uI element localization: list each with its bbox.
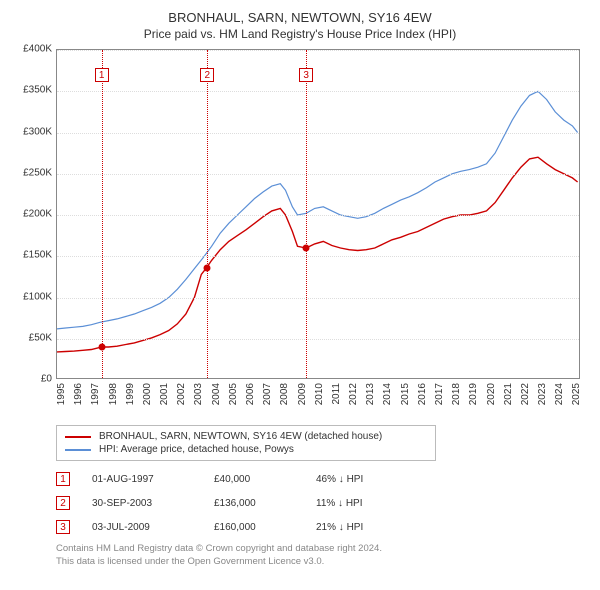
x-tick-label: 1997 (90, 383, 101, 405)
x-tick-label: 2007 (262, 383, 273, 405)
y-tick-label: £400K (23, 44, 52, 55)
x-tick-label: 1999 (125, 383, 136, 405)
sale-marker (98, 344, 105, 351)
x-tick-label: 1998 (108, 383, 119, 405)
x-tick-label: 2001 (159, 383, 170, 405)
event-vline (306, 50, 307, 378)
chart-title: BRONHAUL, SARN, NEWTOWN, SY16 4EW (14, 10, 586, 25)
transaction-date: 01-AUG-1997 (92, 474, 192, 485)
y-tick-label: £350K (23, 85, 52, 96)
x-tick-label: 2008 (279, 383, 290, 405)
y-tick-label: £100K (23, 291, 52, 302)
event-pin: 1 (95, 68, 109, 82)
legend-label: BRONHAUL, SARN, NEWTOWN, SY16 4EW (detac… (99, 431, 382, 442)
x-tick-label: 2004 (211, 383, 222, 405)
x-tick-label: 2015 (400, 383, 411, 405)
x-tick-label: 1995 (56, 383, 67, 405)
gridline (57, 298, 579, 299)
x-tick-label: 2020 (486, 383, 497, 405)
y-tick-label: £250K (23, 167, 52, 178)
event-vline (102, 50, 103, 378)
x-tick-label: 2024 (554, 383, 565, 405)
transactions-table: 1 01-AUG-1997 £40,000 46% ↓ HPI 2 30-SEP-2003… (56, 467, 586, 539)
x-tick-label: 2003 (193, 383, 204, 405)
legend-row: BRONHAUL, SARN, NEWTOWN, SY16 4EW (detac… (65, 430, 427, 443)
event-pin: 3 (299, 68, 313, 82)
plot-area: 1 2 3 (56, 49, 580, 379)
x-tick-label: 2012 (348, 383, 359, 405)
x-tick-label: 2016 (417, 383, 428, 405)
transaction-date: 03-JUL-2009 (92, 522, 192, 533)
x-tick-label: 2011 (331, 383, 342, 405)
x-tick-label: 2017 (434, 383, 445, 405)
footer-line-2: This data is licensed under the Open Gov… (56, 556, 586, 569)
chart-subtitle: Price paid vs. HM Land Registry's House … (14, 27, 586, 41)
series-line-property (57, 157, 578, 352)
transaction-price: £40,000 (214, 474, 294, 485)
y-tick-label: £300K (23, 126, 52, 137)
gridline (57, 50, 579, 51)
transaction-price: £160,000 (214, 522, 294, 533)
transaction-delta: 21% ↓ HPI (316, 522, 363, 533)
gridline (57, 215, 579, 216)
x-tick-label: 2018 (451, 383, 462, 405)
footer-line-1: Contains HM Land Registry data © Crown c… (56, 543, 586, 556)
y-tick-label: £0 (41, 374, 52, 385)
x-tick-label: 2009 (297, 383, 308, 405)
legend-row: HPI: Average price, detached house, Powy… (65, 443, 427, 456)
gridline (57, 339, 579, 340)
legend-label: HPI: Average price, detached house, Powy… (99, 444, 294, 455)
x-tick-label: 2005 (228, 383, 239, 405)
transaction-pin: 2 (56, 496, 70, 510)
x-tick-label: 2013 (365, 383, 376, 405)
x-tick-label: 2010 (314, 383, 325, 405)
x-tick-label: 2014 (382, 383, 393, 405)
event-vline (207, 50, 208, 378)
transaction-delta: 11% ↓ HPI (316, 498, 363, 509)
footer: Contains HM Land Registry data © Crown c… (56, 543, 586, 569)
transaction-pin: 3 (56, 520, 70, 534)
transaction-delta: 46% ↓ HPI (316, 474, 363, 485)
x-tick-label: 2023 (537, 383, 548, 405)
transaction-price: £136,000 (214, 498, 294, 509)
gridline (57, 133, 579, 134)
event-pin: 2 (200, 68, 214, 82)
transaction-row: 1 01-AUG-1997 £40,000 46% ↓ HPI (56, 467, 586, 491)
x-tick-label: 1996 (73, 383, 84, 405)
legend-swatch (65, 436, 91, 438)
gridline (57, 256, 579, 257)
x-tick-label: 2006 (245, 383, 256, 405)
transaction-row: 3 03-JUL-2009 £160,000 21% ↓ HPI (56, 515, 586, 539)
series-line-hpi (57, 91, 578, 329)
sale-marker (303, 245, 310, 252)
legend: BRONHAUL, SARN, NEWTOWN, SY16 4EW (detac… (56, 425, 436, 461)
x-tick-label: 2025 (571, 383, 582, 405)
x-axis: 1995 1996 1997 1998 1999 2000 2001 2002 2003 2004… (56, 381, 580, 421)
y-tick-label: £50K (29, 332, 52, 343)
gridline (57, 174, 579, 175)
sale-marker (204, 264, 211, 271)
x-tick-label: 2002 (176, 383, 187, 405)
transaction-row: 2 30-SEP-2003 £136,000 11% ↓ HPI (56, 491, 586, 515)
y-tick-label: £150K (23, 250, 52, 261)
gridline (57, 91, 579, 92)
transaction-pin: 1 (56, 472, 70, 486)
x-tick-label: 2021 (503, 383, 514, 405)
x-tick-label: 2019 (468, 383, 479, 405)
x-tick-label: 2000 (142, 383, 153, 405)
transaction-date: 30-SEP-2003 (92, 498, 192, 509)
x-tick-label: 2022 (520, 383, 531, 405)
y-axis: £0£50K£100K£150K£200K£250K£300K£350K£400… (14, 49, 56, 379)
legend-swatch (65, 449, 91, 451)
chart-area: £0£50K£100K£150K£200K£250K£300K£350K£400… (14, 49, 586, 421)
y-tick-label: £200K (23, 209, 52, 220)
